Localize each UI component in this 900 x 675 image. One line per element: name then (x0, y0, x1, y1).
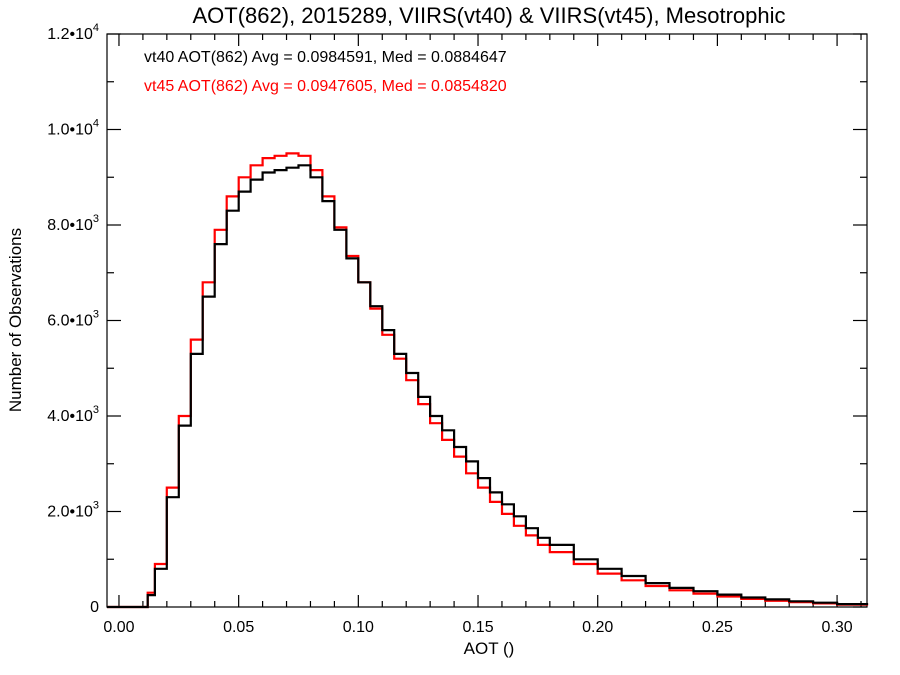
y-tick-label-exponent: 3 (93, 404, 99, 416)
y-tick-label-base: 8.0•10 (47, 217, 93, 234)
x-tick-label: 0.10 (343, 619, 374, 636)
series-line-vt45 (107, 152, 869, 609)
y-tick-label-exponent: 4 (93, 22, 99, 34)
x-tick-label: 0.25 (702, 619, 733, 636)
y-tick-label-base: 1.0•10 (47, 122, 93, 139)
plot-area-border (106, 33, 868, 608)
y-tick-label-base: 0 (90, 599, 99, 616)
y-axis-label: Number of Observations (6, 228, 25, 412)
y-tick-label-base: 6.0•10 (47, 313, 93, 330)
series-line-vt40 (107, 164, 869, 609)
plot-frame (106, 33, 868, 608)
x-tick-label: 0.00 (103, 619, 134, 636)
x-tick-label: 0.05 (223, 619, 254, 636)
y-tick-label: 1.2•104 (47, 22, 99, 43)
legend-entry-vt40: vt40 AOT(862) Avg = 0.0984591, Med = 0.0… (144, 49, 507, 66)
series-lines (107, 152, 869, 609)
x-axis-label: AOT () (464, 639, 515, 658)
y-tick-label: 1.0•104 (47, 118, 99, 139)
y-tick-label: 4.0•103 (47, 404, 99, 425)
y-tick-label-exponent: 3 (93, 309, 99, 321)
y-tick-label: 0 (90, 599, 99, 616)
x-tick-label: 0.30 (822, 619, 853, 636)
y-axis-ticks: 02.0•1034.0•1036.0•1038.0•1031.0•1041.2•… (47, 22, 867, 616)
y-tick-label-base: 2.0•10 (47, 504, 93, 521)
y-tick-label-exponent: 3 (93, 500, 99, 512)
y-tick-label-base: 1.2•10 (47, 26, 93, 43)
y-tick-label: 2.0•103 (47, 500, 99, 521)
y-tick-label-base: 4.0•10 (47, 408, 93, 425)
y-tick-label-exponent: 3 (93, 213, 99, 225)
y-tick-label: 8.0•103 (47, 213, 99, 234)
x-tick-label: 0.15 (462, 619, 493, 636)
x-axis-ticks: 0.00 0.05 0.10 0.15 0.20 0.25 0.30 (103, 34, 862, 636)
x-tick-label: 0.20 (582, 619, 613, 636)
chart-title: AOT(862), 2015289, VIIRS(vt40) & VIIRS(v… (192, 3, 785, 28)
legend-entry-vt45: vt45 AOT(862) Avg = 0.0947605, Med = 0.0… (144, 78, 507, 95)
y-tick-label: 6.0•103 (47, 309, 99, 330)
y-tick-label-exponent: 4 (93, 118, 99, 130)
